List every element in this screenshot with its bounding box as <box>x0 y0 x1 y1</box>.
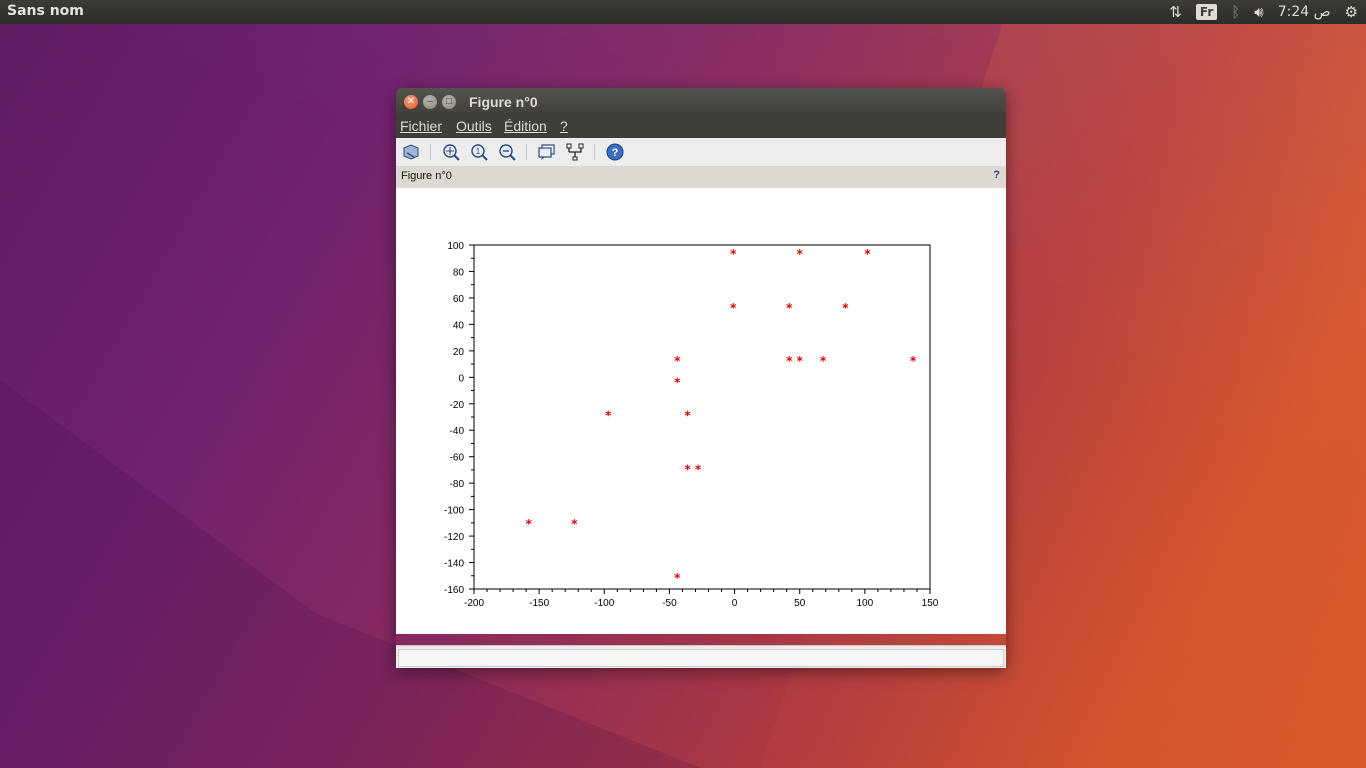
gear-icon[interactable]: ⚙ <box>1344 3 1358 21</box>
close-button[interactable]: ✕ <box>404 95 418 109</box>
scatter-chart: -200 -150 -100 -50 0 50 100 150 100 80 60 40 20 0 -20 -… <box>444 241 939 609</box>
x-tick-label: -150 <box>529 598 549 609</box>
y-tick-label: -120 <box>444 532 464 543</box>
y-tick-label: 0 <box>458 373 464 384</box>
info-help-button[interactable]: ? <box>993 169 1000 181</box>
datatip-icon[interactable] <box>538 143 556 161</box>
y-tick-label: 60 <box>453 294 465 305</box>
window-title: Figure n°0 <box>469 94 538 110</box>
menu-help[interactable]: ? <box>560 118 568 134</box>
status-field <box>398 649 1004 667</box>
y-tick-label: -60 <box>450 453 465 464</box>
help-icon[interactable]: ? <box>606 143 624 161</box>
data-point: * <box>730 301 737 315</box>
keyboard-layout-indicator[interactable]: Fr <box>1195 4 1218 20</box>
indicator-area: ⇅ Fr ᛒ 🔊︎ 7:24 ص ⚙ <box>1169 0 1358 24</box>
data-point: * <box>909 354 916 368</box>
data-point: * <box>864 247 871 261</box>
data-point: * <box>674 375 681 389</box>
data-point: * <box>571 517 578 531</box>
toolbar-separator <box>594 144 595 160</box>
plot-frame <box>473 244 931 590</box>
data-point: * <box>842 301 849 315</box>
data-point: * <box>674 354 681 368</box>
zoom-reset-icon[interactable]: 1 <box>470 143 488 161</box>
x-tick-label: 100 <box>857 598 874 609</box>
menu-bar: Fichier Outils Édition ? <box>396 116 1006 138</box>
x-tick-label: 0 <box>732 598 738 609</box>
data-point: * <box>796 354 803 368</box>
zoom-out-icon[interactable] <box>498 143 516 161</box>
y-tick-label: -100 <box>444 506 464 517</box>
datatip-edit-icon[interactable] <box>566 143 584 161</box>
title-bar[interactable]: ✕ – □ Figure n°0 <box>396 88 1006 116</box>
y-tick-label: 80 <box>453 267 465 278</box>
y-tick-label: -160 <box>444 585 464 596</box>
data-point: * <box>786 301 793 315</box>
x-tick-label: -50 <box>662 598 677 609</box>
toolbar-separator <box>430 144 431 160</box>
y-tick-label: 100 <box>447 241 464 252</box>
toolbar: 1 ? <box>396 138 1006 167</box>
volume-icon[interactable]: 🔊︎ <box>1254 3 1264 21</box>
data-point: * <box>730 247 737 261</box>
minimize-button[interactable]: – <box>423 95 437 109</box>
zoom-in-icon[interactable] <box>442 143 460 161</box>
y-tick-label: 20 <box>453 347 465 358</box>
data-point: * <box>796 247 803 261</box>
bluetooth-icon[interactable]: ᛒ <box>1231 3 1241 21</box>
data-point: * <box>684 408 691 422</box>
figure-window: ✕ – □ Figure n°0 Fichier Outils Édition … <box>396 88 1006 668</box>
menu-outils[interactable]: Outils <box>456 118 492 134</box>
x-tick-label: 50 <box>794 598 806 609</box>
data-point: * <box>820 354 827 368</box>
menu-edition[interactable]: Édition <box>504 118 547 134</box>
figure-label: Figure n°0 <box>401 170 452 182</box>
x-tick-label: -100 <box>594 598 614 609</box>
y-tick-label: -80 <box>450 479 465 490</box>
data-point: * <box>605 408 612 422</box>
app-name[interactable]: Sans nom <box>7 3 84 19</box>
y-tick-label: -20 <box>450 400 465 411</box>
x-tick-label: 150 <box>922 598 939 609</box>
rotate-icon[interactable] <box>402 143 420 161</box>
data-point: * <box>694 463 701 477</box>
menu-fichier[interactable]: Fichier <box>400 118 443 134</box>
toolbar-separator <box>526 144 527 160</box>
network-icon[interactable]: ⇅ <box>1169 3 1182 21</box>
svg-text:1: 1 <box>476 147 481 156</box>
y-tick-label: 40 <box>453 320 465 331</box>
svg-text:?: ? <box>612 147 619 159</box>
top-panel: Sans nom ⇅ Fr ᛒ 🔊︎ 7:24 ص ⚙ <box>0 0 1366 24</box>
x-tick-label: -200 <box>464 598 484 609</box>
status-bar <box>396 645 1006 668</box>
y-tick-label: -140 <box>444 559 464 570</box>
maximize-button[interactable]: □ <box>442 95 456 109</box>
data-point: * <box>674 571 681 585</box>
data-point: * <box>684 463 691 477</box>
figure-info-bar: Figure n°0 ? <box>396 166 1006 189</box>
clock[interactable]: 7:24 ص <box>1277 4 1331 20</box>
y-tick-label: -40 <box>450 426 465 437</box>
plot-canvas[interactable]: -200 -150 -100 -50 0 50 100 150 100 80 60 40 20 0 -20 -… <box>396 188 1006 634</box>
data-point: * <box>786 354 793 368</box>
data-point: * <box>525 517 532 531</box>
